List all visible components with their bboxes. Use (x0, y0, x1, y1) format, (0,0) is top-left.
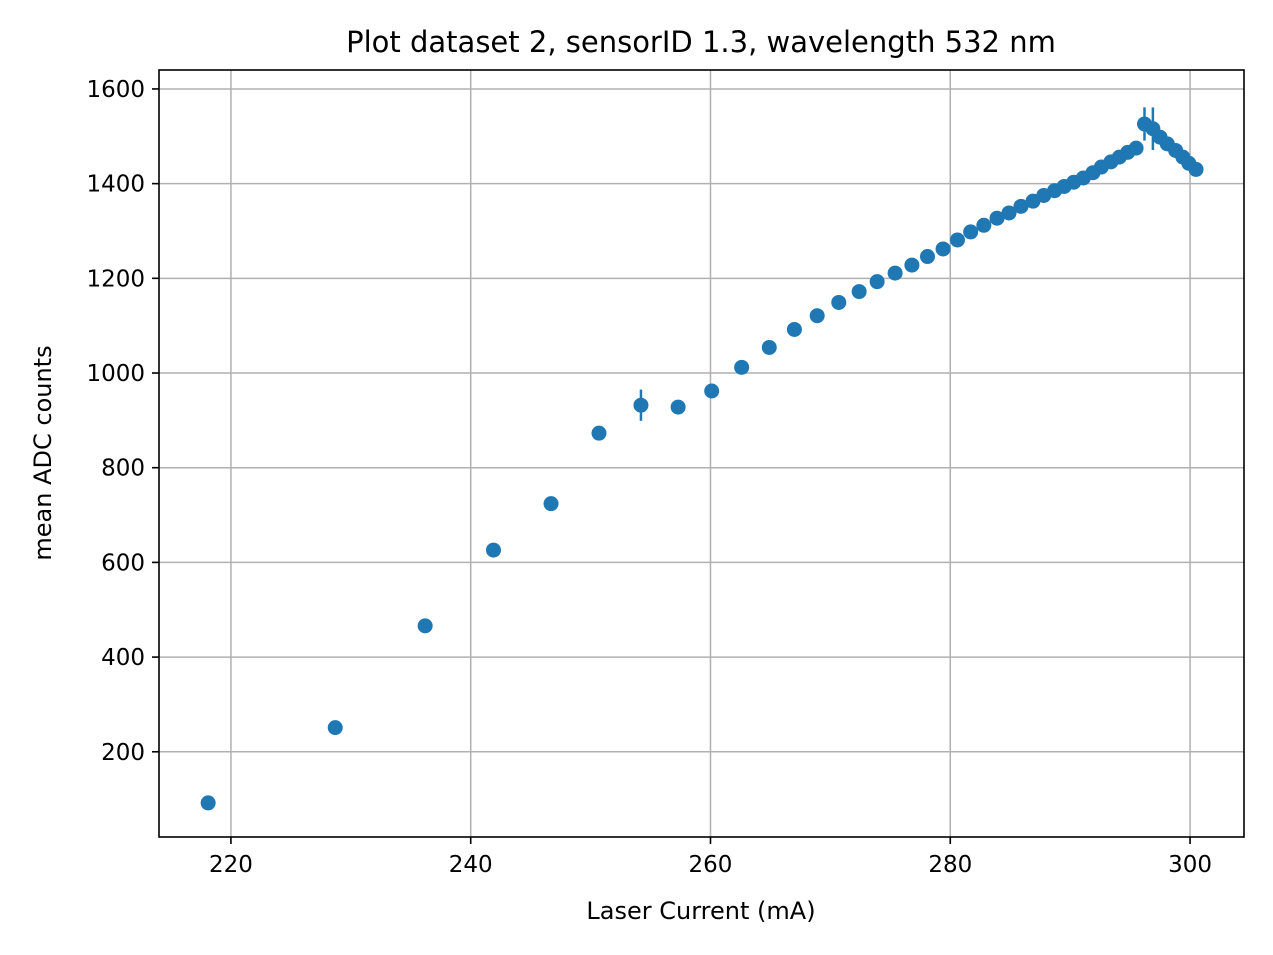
chart-title: Plot dataset 2, sensorID 1.3, wavelength… (346, 25, 1056, 59)
y-tick-label: 800 (101, 456, 145, 482)
data-point (786, 321, 802, 337)
data-point (809, 308, 825, 324)
data-point (543, 496, 559, 512)
data-point (761, 339, 777, 355)
y-tick-label: 1400 (86, 172, 145, 198)
data-point (1001, 205, 1017, 221)
data-point (1128, 140, 1144, 156)
data-point (919, 249, 935, 265)
data-point (1188, 161, 1204, 177)
y-tick-label: 1000 (86, 361, 145, 387)
x-tick-label: 300 (1168, 852, 1212, 878)
grid-layer (159, 70, 1244, 837)
data-point (327, 720, 343, 736)
plot-frame (158, 69, 1245, 838)
data-point (670, 399, 686, 415)
data-point (963, 224, 979, 240)
data-point (976, 217, 992, 233)
y-tick-label: 1600 (86, 77, 145, 103)
data-point (949, 232, 965, 248)
data-point (831, 294, 847, 310)
data-point (989, 210, 1005, 226)
data-point (869, 274, 885, 290)
x-axis-label: Laser Current (mA) (586, 897, 815, 925)
x-tick-label: 220 (209, 852, 253, 878)
data-point (904, 257, 920, 273)
y-tick-label: 1200 (86, 266, 145, 292)
x-tick-label: 240 (449, 852, 493, 878)
data-point (851, 284, 867, 300)
data-point (1013, 198, 1029, 214)
data-point (633, 397, 649, 413)
data-point (200, 795, 216, 811)
y-axis-label: mean ADC counts (29, 345, 57, 560)
data-point (734, 359, 750, 375)
point-layer (200, 107, 1204, 811)
tick-layer: 220 240 260 280 300 200 400 600 800 1000 1200 1400 1… (86, 77, 1212, 878)
x-tick-label: 260 (689, 852, 733, 878)
data-point (591, 425, 607, 441)
y-tick-label: 600 (101, 550, 145, 576)
data-point (704, 383, 720, 399)
data-point (485, 542, 501, 558)
data-point (417, 618, 433, 634)
x-tick-label: 280 (928, 852, 972, 878)
y-tick-label: 200 (101, 740, 145, 766)
data-point (887, 265, 903, 281)
y-tick-label: 400 (101, 645, 145, 671)
data-point (935, 241, 951, 257)
